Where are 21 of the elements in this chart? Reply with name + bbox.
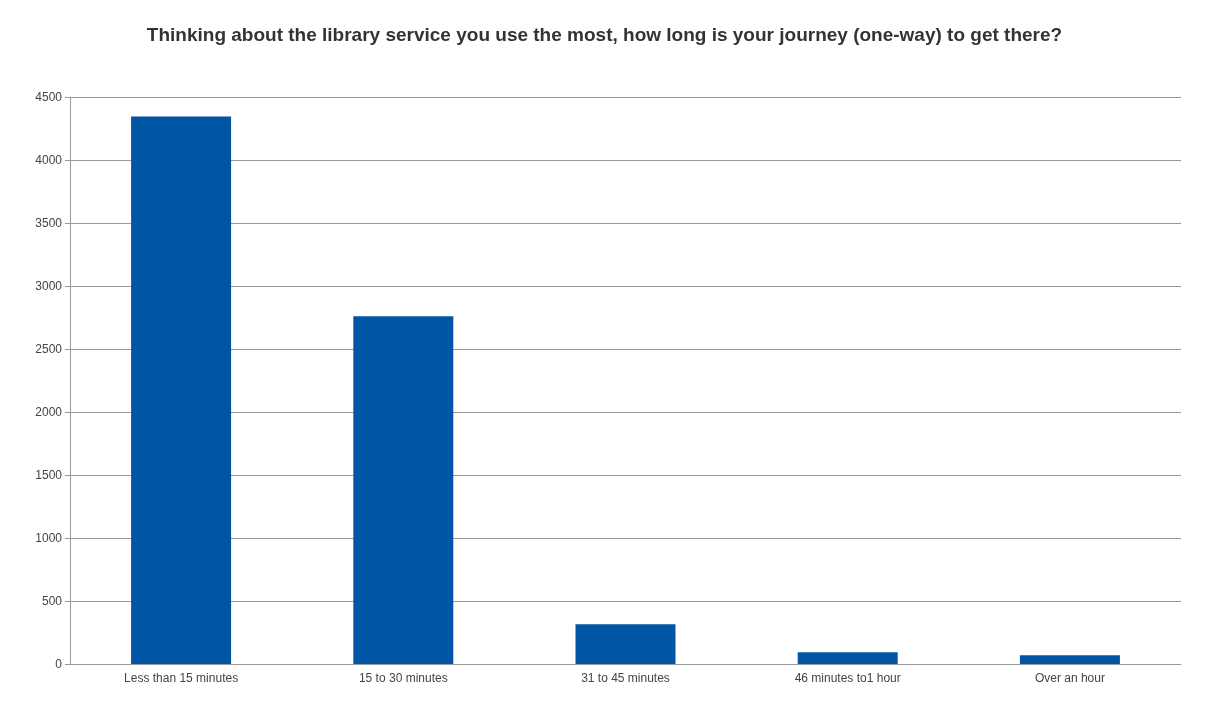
x-tick-label: 46 minutes to1 hour <box>794 671 901 685</box>
y-tick-label: 0 <box>55 657 63 671</box>
chart-title: Thinking about the library service you use the most, how long is your journey (one-way) to get there? <box>146 24 1063 45</box>
y-tick-label: 500 <box>41 594 63 608</box>
bar <box>797 652 898 664</box>
y-tick-label: 1500 <box>35 468 63 482</box>
bar <box>1019 655 1120 664</box>
bar <box>131 116 232 664</box>
y-tick-label: 3000 <box>35 279 63 293</box>
y-tick-label: 1000 <box>35 531 63 545</box>
x-tick-label: 31 to 45 minutes <box>581 671 670 685</box>
bar <box>353 316 454 664</box>
y-tick-label: 2500 <box>35 342 63 356</box>
x-tick-label: 15 to 30 minutes <box>358 671 448 685</box>
y-tick-label: 3500 <box>35 216 63 230</box>
y-tick-label: 2000 <box>35 405 63 419</box>
x-tick-label: Less than 15 minutes <box>124 671 239 685</box>
bar <box>575 624 676 664</box>
y-tick-label: 4500 <box>35 90 63 104</box>
x-tick-label: Over an hour <box>1034 671 1105 685</box>
y-tick-label: 4000 <box>35 153 63 167</box>
